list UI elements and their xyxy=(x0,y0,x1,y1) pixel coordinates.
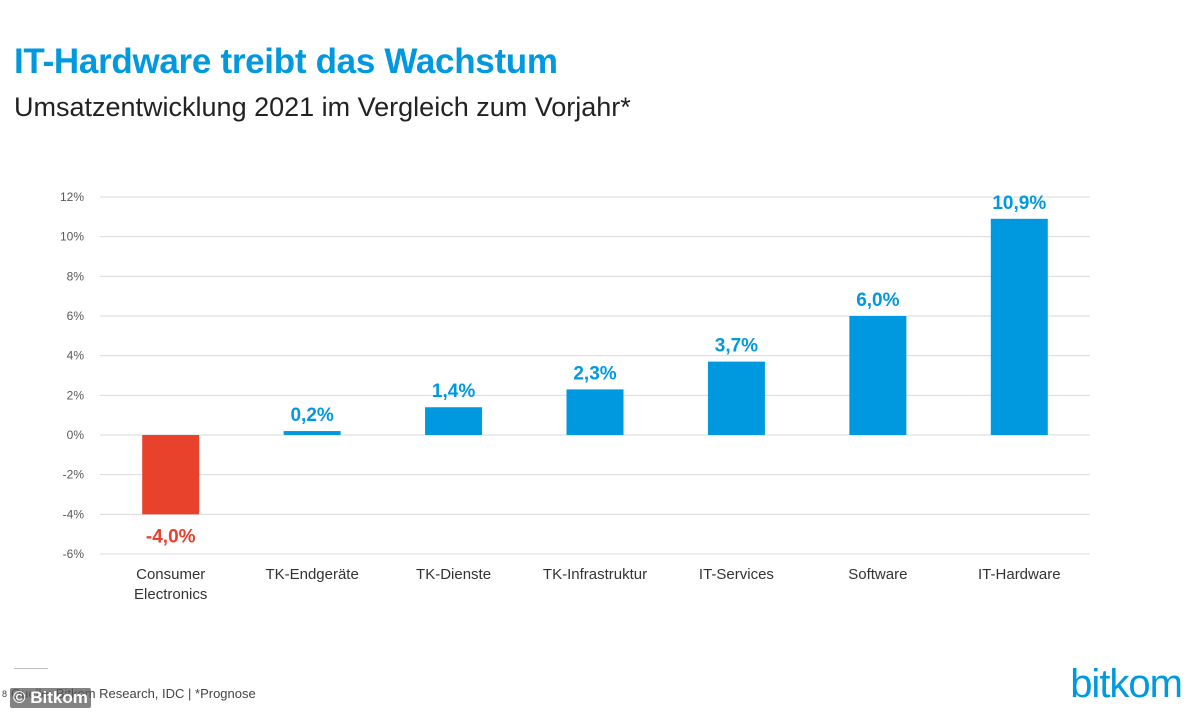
y-tick-label: -6% xyxy=(63,547,85,561)
bar xyxy=(283,431,341,435)
x-category-label: TK-Infrastruktur xyxy=(543,566,647,583)
page-number: 8 xyxy=(2,689,8,699)
y-tick-label: -2% xyxy=(63,468,85,482)
y-tick-label: 2% xyxy=(67,388,85,402)
data-label: -4,0% xyxy=(146,526,196,547)
y-tick-label: 12% xyxy=(60,190,84,204)
y-tick-label: 4% xyxy=(67,349,85,363)
y-tick-label: 6% xyxy=(67,309,85,323)
bar xyxy=(142,435,200,515)
x-category-label: TK-Dienste xyxy=(416,566,491,583)
x-category-label: IT-Hardware xyxy=(978,566,1061,583)
bar xyxy=(849,316,907,435)
y-tick-label: 8% xyxy=(67,269,85,283)
bar xyxy=(990,218,1048,435)
data-label: 3,7% xyxy=(715,336,758,357)
data-label: 1,4% xyxy=(432,381,475,402)
data-label: 2,3% xyxy=(573,363,616,384)
bitkom-logo: bitkom xyxy=(1070,662,1183,706)
data-label: 10,9% xyxy=(992,193,1046,214)
x-category-label: Consumer xyxy=(136,566,205,583)
x-category-label: IT-Services xyxy=(699,566,774,583)
page-subtitle: Umsatzentwicklung 2021 im Vergleich zum … xyxy=(14,92,631,122)
bar xyxy=(425,407,483,435)
data-label: 0,2% xyxy=(290,405,333,426)
bar xyxy=(707,361,765,435)
bar xyxy=(566,389,624,435)
y-tick-label: 0% xyxy=(67,428,85,442)
x-category-label: Electronics xyxy=(134,586,207,603)
footer-divider xyxy=(14,668,48,669)
y-tick-label: 10% xyxy=(60,230,84,244)
y-tick-label: -4% xyxy=(63,507,85,521)
x-category-label: TK-Endgeräte xyxy=(265,566,358,583)
x-category-label: Software xyxy=(848,566,907,583)
data-label: 6,0% xyxy=(856,290,899,311)
copyright-watermark: © Bitkom xyxy=(10,688,91,708)
page-title: IT-Hardware treibt das Wachstum xyxy=(14,42,558,81)
